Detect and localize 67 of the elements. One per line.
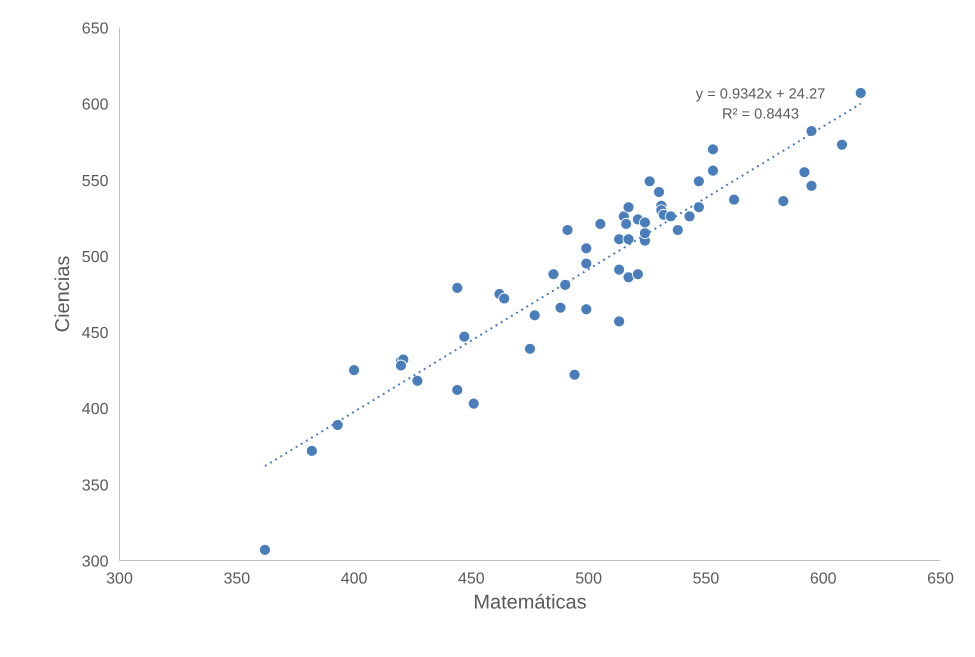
point xyxy=(806,125,818,137)
point xyxy=(259,544,271,556)
point xyxy=(622,233,634,246)
point xyxy=(559,278,572,291)
point xyxy=(639,216,651,228)
y-tick-label: 600 xyxy=(82,96,109,114)
point xyxy=(798,166,810,178)
x-tick-label: 550 xyxy=(692,570,720,588)
point xyxy=(554,302,566,314)
point xyxy=(836,138,848,151)
point xyxy=(622,201,634,214)
point xyxy=(562,224,574,236)
point xyxy=(632,268,644,280)
point xyxy=(412,374,424,387)
x-tick-label: 650 xyxy=(927,570,954,588)
point xyxy=(468,398,480,410)
x-tick-label: 600 xyxy=(810,570,837,588)
x-tick-label: 400 xyxy=(340,570,368,588)
point xyxy=(684,210,696,222)
point xyxy=(458,330,470,343)
point xyxy=(613,264,626,276)
point xyxy=(622,271,634,284)
point xyxy=(613,316,626,328)
point xyxy=(306,444,318,457)
point xyxy=(664,210,677,222)
x-tick-label: 300 xyxy=(106,570,133,588)
point xyxy=(348,364,360,376)
point xyxy=(498,292,510,304)
y-axis-title: Ciencias xyxy=(52,256,74,332)
point xyxy=(620,218,632,230)
point xyxy=(451,282,464,294)
annotation: R² = 0.8443 xyxy=(722,106,799,122)
y-tick-label: 550 xyxy=(82,172,109,190)
point xyxy=(854,87,867,99)
y-tick-label: 300 xyxy=(82,554,109,570)
point xyxy=(644,175,656,188)
point xyxy=(692,201,705,214)
point xyxy=(451,384,464,396)
annotation: y = 0.9342x + 24.27 xyxy=(696,86,826,102)
point xyxy=(580,303,592,316)
x-tick-label: 450 xyxy=(458,570,485,588)
point xyxy=(672,224,684,236)
point xyxy=(524,342,536,355)
point xyxy=(707,143,719,156)
point xyxy=(806,180,818,192)
x-tick-label: 500 xyxy=(575,570,602,588)
point xyxy=(692,175,705,188)
point xyxy=(548,268,560,280)
point xyxy=(568,368,580,381)
point xyxy=(395,360,407,372)
y-tick-label: 450 xyxy=(82,325,109,342)
y-tick-label: 400 xyxy=(82,401,109,418)
point xyxy=(777,195,790,207)
x-axis-title: Matemáticas xyxy=(473,592,587,614)
point xyxy=(580,242,592,254)
point xyxy=(580,258,592,270)
point xyxy=(594,218,606,230)
point xyxy=(528,309,541,322)
y-tick-label: 500 xyxy=(82,248,109,266)
point xyxy=(653,186,665,198)
y-tick-label: 650 xyxy=(82,20,109,38)
point xyxy=(728,194,740,206)
point xyxy=(707,164,719,177)
point xyxy=(332,419,344,431)
point xyxy=(639,227,651,239)
y-tick-label: 350 xyxy=(82,477,109,494)
x-tick-label: 350 xyxy=(223,570,250,588)
